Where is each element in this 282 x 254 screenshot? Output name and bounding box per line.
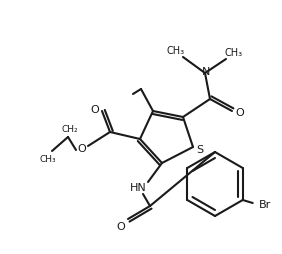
- Text: O: O: [91, 105, 99, 115]
- Text: CH₃: CH₃: [40, 155, 56, 164]
- Text: CH₂: CH₂: [62, 125, 78, 134]
- Text: S: S: [197, 145, 204, 154]
- Text: O: O: [117, 221, 125, 231]
- Text: CH₃: CH₃: [225, 48, 243, 58]
- Text: O: O: [236, 108, 244, 118]
- Text: Br: Br: [259, 199, 271, 209]
- Text: HN: HN: [130, 182, 146, 192]
- Text: CH₃: CH₃: [167, 46, 185, 56]
- Text: O: O: [78, 144, 86, 153]
- Text: N: N: [202, 67, 210, 77]
